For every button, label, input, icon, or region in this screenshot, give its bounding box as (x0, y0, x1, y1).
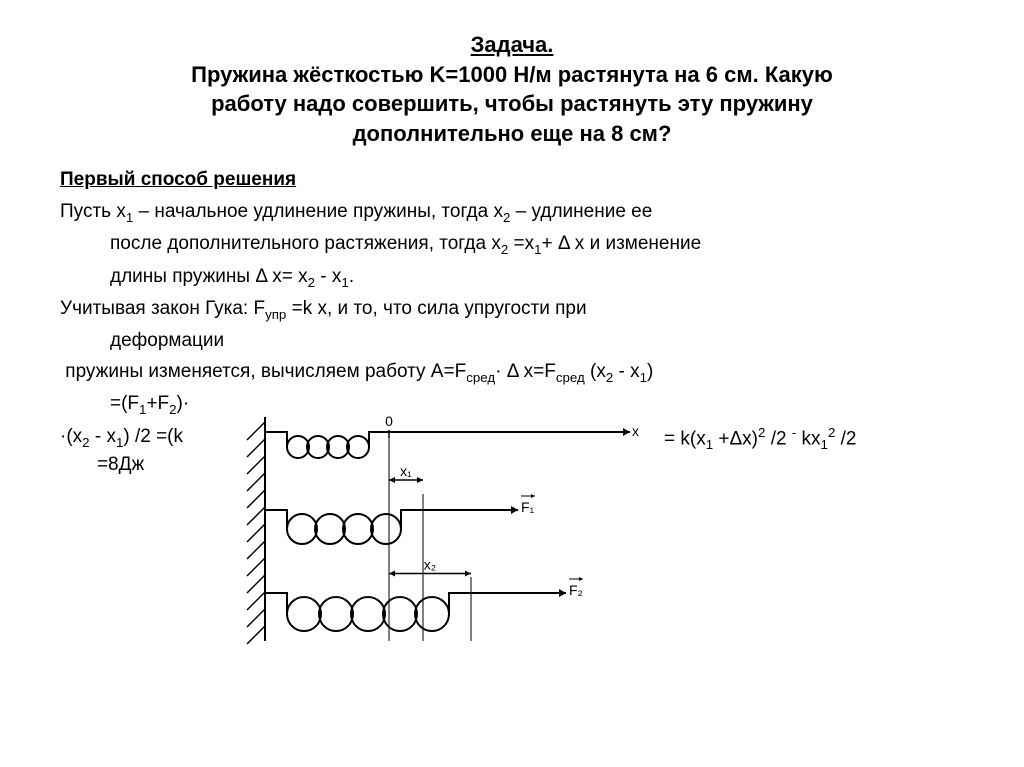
p6a: пружины изменяется, вычисляем работу A=F (65, 361, 466, 382)
p6e: ) (647, 361, 653, 382)
p1a: Пусть x (60, 201, 126, 222)
p8a: ·(x (60, 426, 82, 447)
sub: 1 (640, 370, 647, 385)
problem-title: Задача. Пружина жёсткостью K=1000 Н/м ра… (60, 30, 964, 149)
svg-text:x₁: x₁ (400, 463, 412, 479)
paragraph-4: Учитывая закон Гука: Fупр =k x, и то, чт… (60, 296, 964, 324)
formula-left: ·(x2 - x1) /2 =(k =8Дж (60, 424, 250, 479)
title-line3: дополнительно еще на 8 см? (353, 121, 672, 146)
svg-text:F₂: F₂ (569, 582, 583, 598)
svg-text:x: x (632, 423, 639, 439)
p7c: )· (177, 393, 190, 414)
p3b: - x (315, 266, 341, 287)
paragraph-6: пружины изменяется, вычисляем работу A=F… (60, 359, 964, 387)
p7b: +F (146, 393, 169, 414)
sub: 1 (706, 437, 713, 452)
p2b: =x (508, 233, 534, 254)
sub: сред (556, 370, 585, 385)
sub: 1 (821, 437, 828, 452)
p9e: /2 (835, 428, 856, 449)
sub: 1 (341, 274, 348, 289)
p3c: . (349, 266, 354, 287)
p4b: =k x, и то, что сила упругости при (286, 298, 586, 319)
p7a: =(F (110, 393, 139, 414)
p1b: – начальное удлинение пружины, тогда x (133, 201, 503, 222)
sub: 2 (308, 274, 315, 289)
sub: 2 (82, 435, 89, 450)
svg-text:0: 0 (385, 413, 393, 429)
p6b: · Δ x=F (495, 361, 556, 382)
formula-right: = k(x1 +Δx)2 /2 - kx12 /2 (664, 424, 964, 455)
sub: 2 (169, 402, 176, 417)
p2a: после дополнительного растяжения, тогда … (110, 233, 501, 254)
method-title: Первый способ решения (60, 169, 964, 191)
paragraph-3: длины пружины Δ x= x2 - x1. (60, 264, 964, 292)
p4a: Учитывая закон Гука: F (60, 298, 265, 319)
p8c: ) /2 =(k (123, 426, 183, 447)
p6c: (x (585, 361, 606, 382)
p2c: + Δ x и изменение (542, 233, 702, 254)
sub: 1 (534, 242, 541, 257)
sub: сред (466, 370, 495, 385)
svg-text:x₂: x₂ (424, 556, 436, 572)
p9b: +Δx) (713, 428, 758, 449)
diagram-zone: ·(x2 - x1) /2 =(k =8Дж = k(x1 +Δx)2 /2 -… (60, 424, 964, 684)
p1c: – удлинение ее (510, 201, 652, 222)
svg-text:F₁: F₁ (521, 499, 535, 515)
p9c: /2 (765, 428, 791, 449)
p3a: длины пружины Δ x= x (110, 266, 308, 287)
spring-diagram: 0 x x₁ x₂ F₁ F₂ (230, 409, 650, 654)
sub: упр (265, 307, 286, 322)
title-line1: Пружина жёсткостью K=1000 Н/м растянута … (191, 62, 833, 87)
p9d: kx (796, 428, 820, 449)
paragraph-1: Пусть x1 – начальное удлинение пружины, … (60, 199, 964, 227)
paragraph-2: после дополнительного растяжения, тогда … (60, 231, 964, 259)
p5a: деформации (110, 330, 224, 351)
p10a: =8Дж (97, 454, 144, 475)
p6d: - x (613, 361, 639, 382)
title-line2: работу надо совершить, чтобы растянуть э… (211, 91, 813, 116)
paragraph-5: деформации (60, 328, 964, 355)
p9a: = k(x (664, 428, 706, 449)
p8b: - x (90, 426, 116, 447)
title-word: Задача. (471, 32, 554, 57)
